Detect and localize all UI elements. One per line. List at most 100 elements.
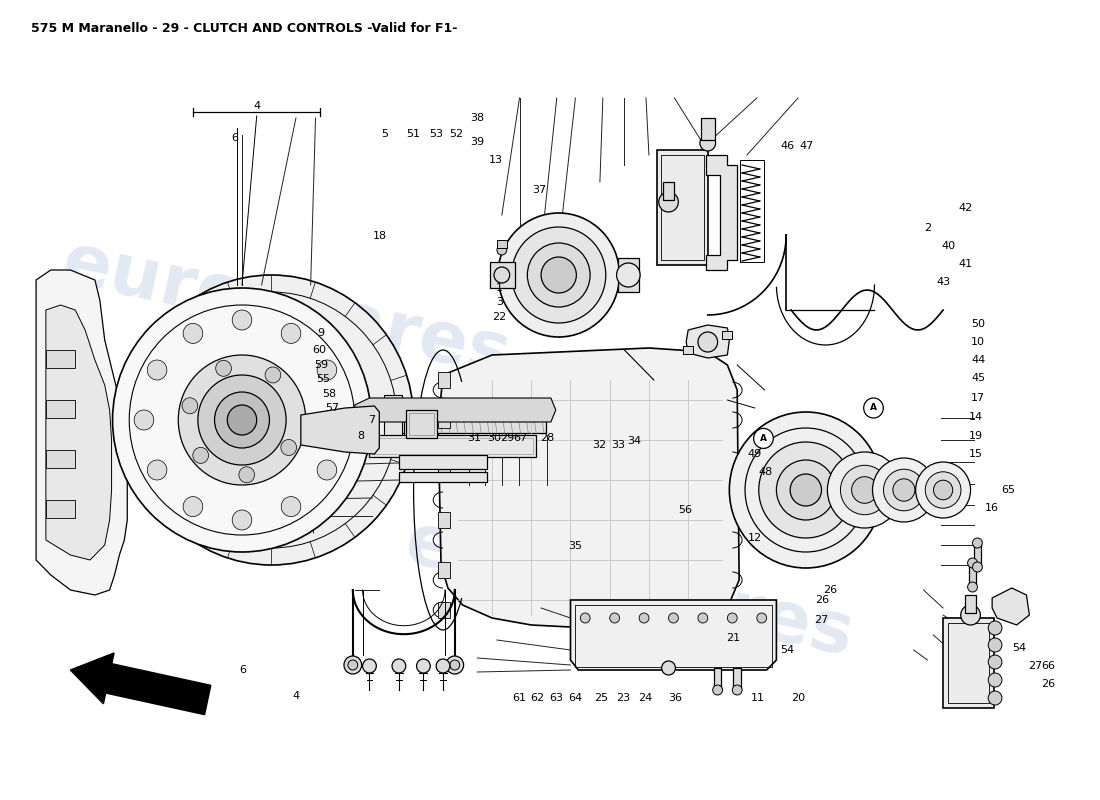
Circle shape	[317, 460, 337, 480]
Text: 3: 3	[496, 298, 503, 307]
Text: 14: 14	[969, 412, 983, 422]
Circle shape	[527, 243, 590, 307]
Bar	[421, 398, 436, 442]
Text: 50: 50	[971, 319, 986, 329]
Text: 58: 58	[321, 389, 336, 398]
Circle shape	[659, 192, 679, 212]
Bar	[438, 412, 450, 428]
Circle shape	[727, 613, 737, 623]
Bar	[734, 668, 741, 690]
Text: 64: 64	[569, 693, 583, 702]
Text: 12: 12	[748, 533, 762, 542]
Text: 26: 26	[1042, 679, 1055, 689]
Circle shape	[129, 275, 414, 565]
Circle shape	[282, 323, 300, 343]
Text: 43: 43	[936, 277, 950, 286]
Bar	[438, 602, 450, 618]
Bar	[740, 160, 763, 262]
Bar	[714, 668, 722, 690]
Circle shape	[184, 497, 202, 517]
Circle shape	[280, 439, 297, 455]
Text: 6: 6	[239, 666, 246, 675]
Circle shape	[216, 360, 231, 376]
Text: 2: 2	[924, 223, 931, 233]
Text: 11: 11	[751, 693, 766, 702]
Bar	[384, 395, 402, 445]
Circle shape	[147, 360, 167, 380]
Text: 47: 47	[800, 141, 814, 150]
Circle shape	[228, 405, 256, 435]
Bar	[46, 400, 75, 418]
Text: 9: 9	[318, 328, 324, 338]
Circle shape	[972, 562, 982, 572]
Circle shape	[178, 355, 306, 485]
Polygon shape	[300, 406, 379, 454]
Bar	[370, 435, 536, 457]
Text: 63: 63	[549, 693, 563, 702]
Polygon shape	[571, 600, 777, 670]
Circle shape	[759, 442, 852, 538]
Circle shape	[617, 263, 640, 287]
Circle shape	[733, 685, 742, 695]
Bar	[46, 500, 75, 518]
Circle shape	[698, 613, 707, 623]
Circle shape	[541, 257, 576, 293]
Circle shape	[754, 429, 773, 448]
Text: 575 M Maranello - 29 - CLUTCH AND CONTROLS -Valid for F1-: 575 M Maranello - 29 - CLUTCH AND CONTRO…	[31, 22, 458, 35]
Text: 37: 37	[532, 186, 547, 195]
Circle shape	[872, 458, 935, 522]
Text: 44: 44	[971, 355, 986, 365]
Bar	[399, 455, 487, 469]
Text: 67: 67	[514, 434, 528, 443]
Text: 38: 38	[471, 114, 485, 123]
Bar	[701, 118, 715, 140]
Text: A: A	[760, 434, 767, 443]
Circle shape	[851, 477, 878, 503]
Text: 34: 34	[627, 436, 641, 446]
Circle shape	[662, 661, 675, 675]
Bar	[46, 350, 75, 368]
Bar	[657, 150, 707, 265]
Text: 41: 41	[958, 259, 972, 269]
Circle shape	[968, 582, 978, 592]
Bar	[683, 346, 693, 354]
Bar	[409, 413, 434, 435]
Circle shape	[827, 452, 902, 528]
Text: 13: 13	[490, 155, 503, 165]
Circle shape	[988, 655, 1002, 669]
Circle shape	[232, 310, 252, 330]
Text: 45: 45	[971, 373, 986, 382]
Bar	[969, 563, 977, 587]
Text: 35: 35	[568, 542, 582, 551]
Circle shape	[417, 659, 430, 673]
Text: eurospares: eurospares	[55, 229, 517, 391]
Bar	[948, 623, 989, 703]
Bar	[617, 258, 639, 292]
Text: 62: 62	[530, 693, 544, 702]
Text: 49: 49	[748, 450, 762, 459]
Circle shape	[988, 691, 1002, 705]
Text: 26: 26	[823, 586, 837, 595]
Bar	[438, 372, 450, 388]
Bar	[974, 543, 981, 567]
Bar	[46, 450, 75, 468]
Text: 65: 65	[1001, 485, 1015, 494]
Circle shape	[192, 447, 209, 463]
Polygon shape	[992, 588, 1030, 625]
Text: 10: 10	[971, 338, 986, 347]
Circle shape	[265, 367, 280, 383]
Circle shape	[437, 659, 450, 673]
Circle shape	[147, 460, 167, 480]
Circle shape	[497, 245, 507, 255]
Text: 8: 8	[358, 431, 365, 441]
Text: 7: 7	[368, 415, 375, 425]
Polygon shape	[686, 325, 729, 358]
Text: 56: 56	[678, 506, 692, 515]
Text: 4: 4	[293, 691, 300, 701]
Text: 57: 57	[324, 403, 339, 413]
Circle shape	[609, 613, 619, 623]
Ellipse shape	[865, 484, 933, 496]
Circle shape	[864, 398, 883, 418]
Bar	[723, 331, 733, 339]
Text: 16: 16	[986, 503, 999, 513]
